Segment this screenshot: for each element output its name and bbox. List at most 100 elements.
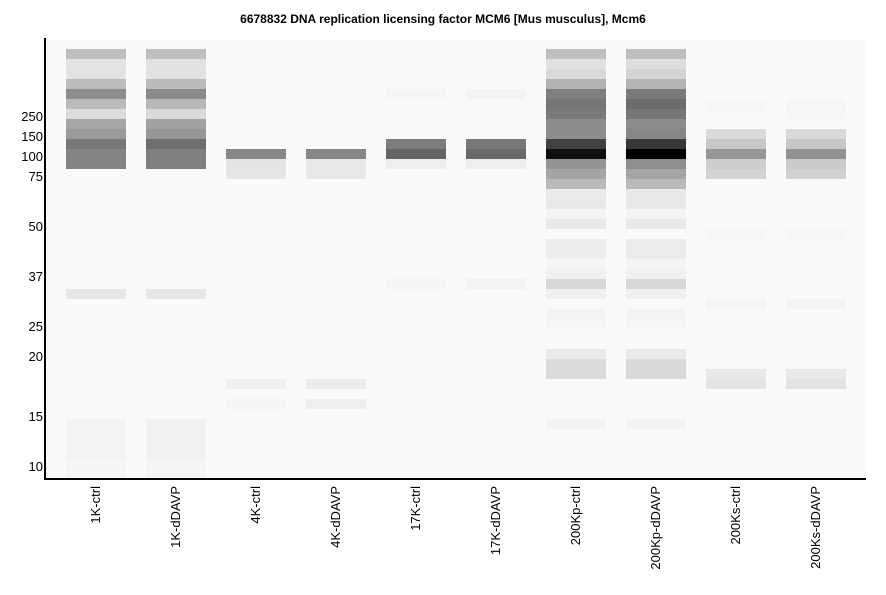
band-200Kp-ctrl-11 (546, 159, 606, 169)
lane-label: 17K-ctrl (408, 486, 423, 531)
band-200Kp-ctrl-26 (546, 309, 606, 319)
band-1K-ctrl-7 (66, 119, 126, 129)
band-200Ks-dDAVP-8 (786, 129, 846, 139)
band-1K-dDAVP-10 (146, 149, 206, 159)
band-1K-ctrl-40 (66, 449, 126, 459)
band-17K-dDAVP-10 (466, 149, 526, 159)
y-tick-label: 20 (28, 349, 43, 364)
band-1K-dDAVP-40 (146, 449, 206, 459)
band-200Kp-dDAVP-22 (626, 269, 686, 279)
band-4K-ctrl-35 (226, 399, 286, 409)
band-17K-ctrl-11 (386, 159, 446, 169)
band-200Kp-dDAVP-24 (626, 289, 686, 299)
band-200Kp-ctrl-22 (546, 269, 606, 279)
band-200Kp-ctrl-19 (546, 239, 606, 249)
band-1K-dDAVP-39 (146, 439, 206, 449)
band-4K-ctrl-10 (226, 149, 286, 159)
band-1K-dDAVP-38 (146, 429, 206, 439)
band-200Ks-dDAVP-18 (786, 229, 846, 239)
band-200Ks-dDAVP-5 (786, 99, 846, 109)
band-200Ks-ctrl-9 (706, 139, 766, 149)
band-200Kp-dDAVP-11 (626, 159, 686, 169)
band-200Kp-dDAVP-17 (626, 219, 686, 229)
band-200Kp-dDAVP-10 (626, 149, 686, 159)
band-200Kp-ctrl-7 (546, 119, 606, 129)
band-200Kp-dDAVP-7 (626, 119, 686, 129)
band-1K-ctrl-24 (66, 289, 126, 299)
y-tick-label: 100 (21, 149, 43, 164)
band-200Ks-dDAVP-11 (786, 159, 846, 169)
band-200Kp-dDAVP-32 (626, 369, 686, 379)
band-200Kp-ctrl-21 (546, 259, 606, 269)
y-tick-label: 75 (28, 169, 43, 184)
band-1K-ctrl-10 (66, 149, 126, 159)
band-17K-ctrl-9 (386, 139, 446, 149)
lane-label: 17K-dDAVP (488, 486, 503, 556)
band-200Kp-ctrl-30 (546, 349, 606, 359)
band-1K-dDAVP-8 (146, 129, 206, 139)
band-200Kp-dDAVP-26 (626, 309, 686, 319)
band-200Ks-ctrl-18 (706, 229, 766, 239)
y-tick-label: 50 (28, 219, 43, 234)
band-200Kp-ctrl-4 (546, 89, 606, 99)
band-1K-ctrl-2 (66, 69, 126, 79)
y-tick-label: 150 (21, 129, 43, 144)
band-200Kp-ctrl-10 (546, 149, 606, 159)
band-200Kp-dDAVP-9 (626, 139, 686, 149)
y-tick-label: 37 (28, 269, 43, 284)
band-200Kp-dDAVP-1 (626, 59, 686, 69)
band-1K-dDAVP-37 (146, 419, 206, 429)
band-200Kp-dDAVP-5 (626, 99, 686, 109)
band-17K-ctrl-23 (386, 279, 446, 289)
band-200Kp-dDAVP-3 (626, 79, 686, 89)
band-1K-ctrl-41 (66, 459, 126, 469)
y-tick-label: 15 (28, 409, 43, 424)
band-200Kp-dDAVP-19 (626, 239, 686, 249)
band-200Ks-ctrl-5 (706, 99, 766, 109)
band-1K-dDAVP-41 (146, 459, 206, 469)
band-200Kp-ctrl-1 (546, 59, 606, 69)
band-1K-dDAVP-0 (146, 49, 206, 59)
band-200Kp-ctrl-37 (546, 419, 606, 429)
band-200Kp-dDAVP-0 (626, 49, 686, 59)
band-200Kp-ctrl-17 (546, 219, 606, 229)
band-1K-ctrl-0 (66, 49, 126, 59)
band-4K-dDAVP-10 (306, 149, 366, 159)
band-200Kp-dDAVP-12 (626, 169, 686, 179)
band-200Kp-ctrl-20 (546, 249, 606, 259)
band-200Ks-ctrl-8 (706, 129, 766, 139)
band-1K-ctrl-3 (66, 79, 126, 89)
band-1K-dDAVP-1 (146, 59, 206, 69)
band-1K-ctrl-38 (66, 429, 126, 439)
lane-label: 200Kp-dDAVP (648, 486, 663, 570)
band-17K-dDAVP-23 (466, 279, 526, 289)
band-200Kp-dDAVP-30 (626, 349, 686, 359)
band-4K-dDAVP-11 (306, 159, 366, 169)
band-200Kp-ctrl-12 (546, 169, 606, 179)
band-1K-dDAVP-4 (146, 89, 206, 99)
band-200Kp-dDAVP-31 (626, 359, 686, 369)
band-4K-ctrl-12 (226, 169, 286, 179)
band-1K-ctrl-37 (66, 419, 126, 429)
band-1K-dDAVP-2 (146, 69, 206, 79)
band-200Ks-dDAVP-10 (786, 149, 846, 159)
band-200Kp-ctrl-9 (546, 139, 606, 149)
band-200Ks-dDAVP-32 (786, 369, 846, 379)
band-200Ks-dDAVP-9 (786, 139, 846, 149)
band-1K-dDAVP-7 (146, 119, 206, 129)
band-17K-ctrl-4 (386, 89, 446, 99)
band-1K-ctrl-6 (66, 109, 126, 119)
band-17K-dDAVP-4 (466, 89, 526, 99)
band-200Kp-ctrl-23 (546, 279, 606, 289)
band-200Kp-dDAVP-21 (626, 259, 686, 269)
band-1K-ctrl-39 (66, 439, 126, 449)
band-200Kp-dDAVP-14 (626, 189, 686, 199)
band-200Kp-ctrl-8 (546, 129, 606, 139)
band-200Kp-dDAVP-20 (626, 249, 686, 259)
band-200Kp-ctrl-0 (546, 49, 606, 59)
band-200Kp-dDAVP-37 (626, 419, 686, 429)
band-4K-ctrl-33 (226, 379, 286, 389)
band-200Ks-ctrl-10 (706, 149, 766, 159)
band-200Kp-dDAVP-8 (626, 129, 686, 139)
band-1K-dDAVP-3 (146, 79, 206, 89)
